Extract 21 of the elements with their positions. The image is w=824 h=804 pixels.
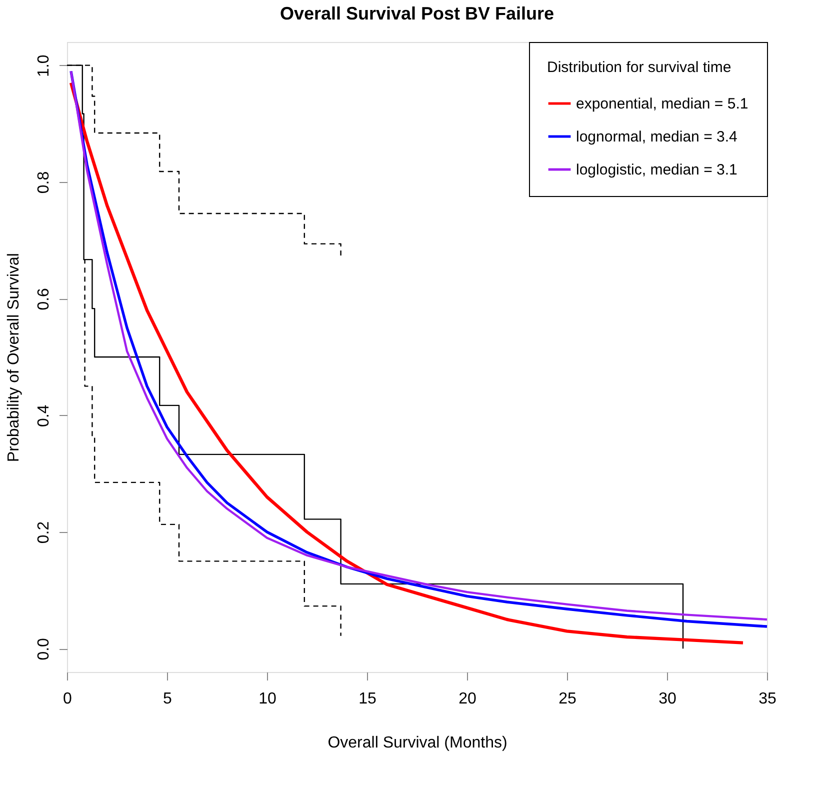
x-tick-label: 20 [458, 690, 476, 708]
legend-title: Distribution for survival time [547, 59, 732, 76]
x-tick-label: 10 [258, 690, 276, 708]
y-axis-title: Probability of Overall Survival [6, 253, 22, 462]
x-tick-label: 15 [358, 690, 376, 708]
x-tick-label: 25 [558, 690, 576, 708]
x-tick-label: 35 [758, 690, 776, 708]
x-tick-label: 30 [658, 690, 676, 708]
y-tick-label: 1.0 [36, 54, 52, 77]
x-axis-title: Overall Survival (Months) [328, 734, 508, 752]
legend-label: loglogistic, median = 3.1 [576, 162, 738, 178]
y-tick-label: 0.4 [36, 404, 52, 427]
x-tick-label: 5 [163, 690, 172, 708]
y-tick-label: 0.2 [36, 521, 52, 544]
legend-label: lognormal, median = 3.4 [576, 128, 738, 146]
y-tick-label: 0.6 [36, 288, 52, 310]
y-tick-label: 0.8 [36, 171, 52, 194]
chart-title: Overall Survival Post BV Failure [280, 4, 554, 24]
y-tick-label: 0.0 [36, 638, 52, 660]
x-tick-label: 0 [63, 690, 72, 708]
legend-label: exponential, median = 5.1 [576, 96, 748, 112]
